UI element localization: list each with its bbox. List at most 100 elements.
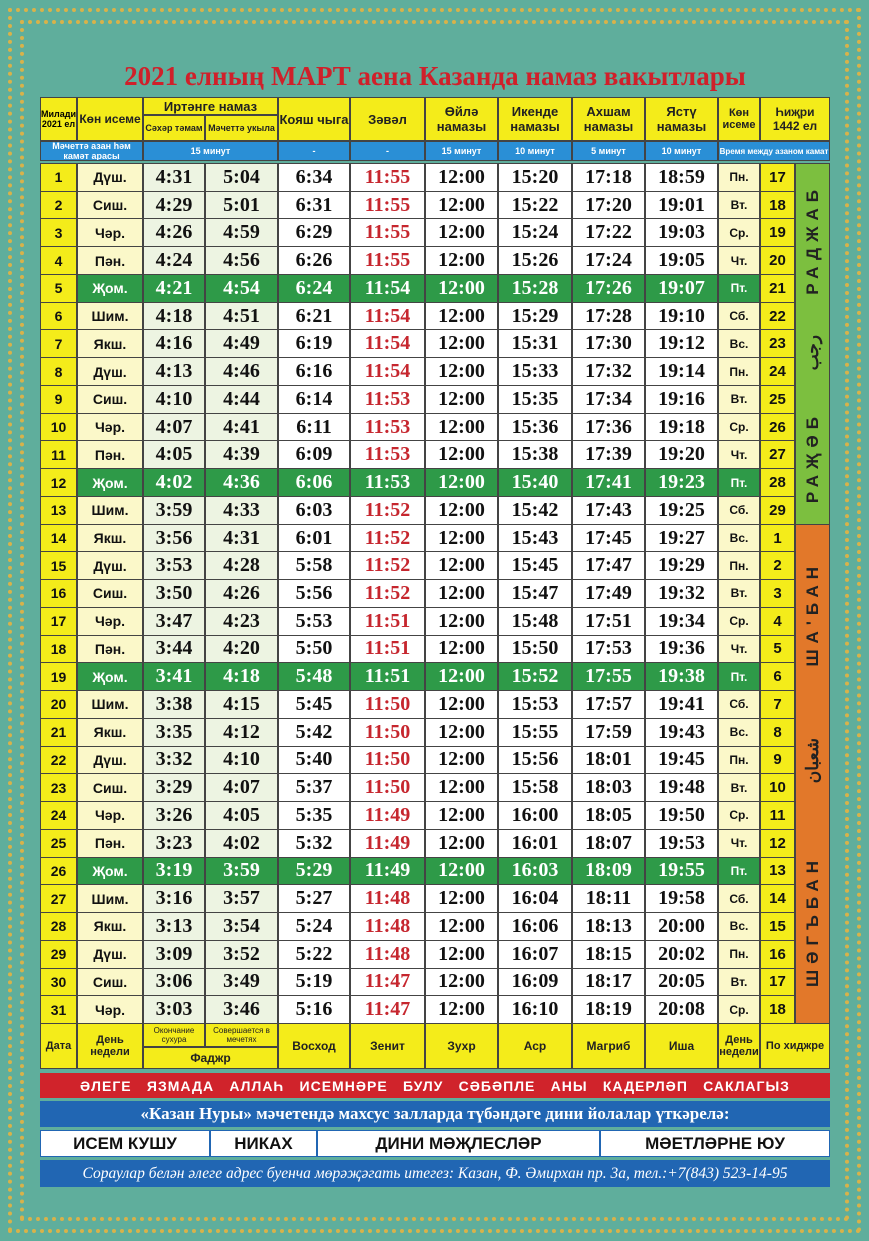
table-cell: 5:56 (278, 579, 350, 608)
table-cell: Дүш. (77, 551, 143, 581)
table-cell: Ср. (718, 412, 760, 442)
table-cell: 18:03 (572, 773, 645, 803)
warning-word: ИСЕМНӘРЕ (299, 1077, 388, 1094)
table-cell: 15:38 (498, 440, 572, 470)
table-cell: 12:00 (425, 523, 498, 553)
table-cell: Сиш. (77, 190, 143, 220)
table-cell: 24 (40, 801, 77, 830)
table-cell: 14 (760, 884, 795, 914)
table-cell: 17:36 (572, 412, 645, 442)
table-cell: Чәр. (77, 995, 143, 1024)
table-cell: 15:43 (498, 523, 572, 553)
table-cell: 4:12 (205, 717, 278, 747)
table-cell: 15:55 (498, 717, 572, 747)
table-cell: 15:35 (498, 384, 572, 414)
table-cell: 4:28 (205, 551, 278, 581)
table-cell: Вс. (718, 523, 760, 553)
table-cell: 17:43 (572, 495, 645, 525)
table-cell: 3:56 (143, 523, 205, 553)
table-cell: Пн. (718, 163, 760, 192)
table-cell: 5:19 (278, 967, 350, 997)
table-cell: Пән. (77, 828, 143, 858)
footer-cell: Восход (278, 1023, 350, 1069)
table-cell: 5:32 (278, 828, 350, 858)
table-cell: 1 (40, 163, 77, 192)
table-cell: Чәр. (77, 606, 143, 636)
table-cell: 15:42 (498, 495, 572, 525)
table-cell: Пт. (718, 856, 760, 886)
table-cell: Сиш. (77, 773, 143, 803)
table-cell: 27 (40, 884, 77, 914)
table-cell: 12:00 (425, 995, 498, 1024)
table-cell: 3:41 (143, 662, 205, 692)
table-cell: 17:59 (572, 717, 645, 747)
warning-word: АНЫ (550, 1077, 588, 1094)
table-cell: 4:51 (205, 301, 278, 331)
table-cell: 12 (40, 468, 77, 497)
header-cell: Өйлә намазы (425, 97, 498, 141)
table-cell: 11:55 (350, 163, 425, 192)
table-cell: 15:29 (498, 301, 572, 331)
table-cell: 5:48 (278, 662, 350, 692)
table-cell: 28 (40, 912, 77, 941)
table-cell: 12:00 (425, 967, 498, 997)
interval-cell: 10 минут (645, 141, 718, 161)
table-cell: Пән. (77, 246, 143, 275)
table-cell: 3:03 (143, 995, 205, 1024)
table-cell: 11:55 (350, 190, 425, 220)
table-cell: 18:09 (572, 856, 645, 886)
table-cell: Ср. (718, 995, 760, 1024)
footer-cell: День недели (77, 1023, 143, 1069)
table-cell: 8 (760, 717, 795, 747)
table-cell: 18:15 (572, 939, 645, 969)
table-cell: 5:58 (278, 551, 350, 581)
frame (8, 8, 861, 1233)
table-cell: 3 (760, 579, 795, 608)
table-cell: 31 (40, 995, 77, 1024)
table-cell: 4:44 (205, 384, 278, 414)
table-cell: 6:14 (278, 384, 350, 414)
table-cell: Пт. (718, 273, 760, 303)
table-cell: 4:18 (143, 301, 205, 331)
table-cell: 4:20 (205, 634, 278, 664)
table-cell: Вс. (718, 717, 760, 747)
table-cell: 12:00 (425, 412, 498, 442)
table-cell: 4:31 (143, 163, 205, 192)
table-cell: 15:24 (498, 218, 572, 248)
table-cell: 11:52 (350, 551, 425, 581)
table-cell: 22 (40, 745, 77, 775)
footer-cell: Зенит (350, 1023, 425, 1069)
table-cell: 12:00 (425, 246, 498, 275)
table-cell: 15 (760, 912, 795, 941)
table-cell: Пн. (718, 939, 760, 969)
table-cell: 19:03 (645, 218, 718, 248)
header-cell: Һиҗри 1442 ел (760, 97, 830, 141)
table-cell: 6:01 (278, 523, 350, 553)
header-cell: Иртәнге намаз (143, 97, 278, 115)
table-cell: 4:07 (143, 412, 205, 442)
warning-word: ЯЗМАДА (146, 1077, 215, 1094)
table-cell: 27 (760, 440, 795, 470)
table-cell: 16:09 (498, 967, 572, 997)
table-cell: 15:40 (498, 468, 572, 497)
table-cell: 5:29 (278, 856, 350, 886)
table-cell: 4:49 (205, 329, 278, 359)
table-cell: 2 (40, 190, 77, 220)
table-cell: Дүш. (77, 163, 143, 192)
table-cell: 17 (760, 163, 795, 192)
table-cell: 18 (760, 190, 795, 220)
header-cell: Зәвәл (350, 97, 425, 141)
table-cell: 6:11 (278, 412, 350, 442)
header-cell: Мәчеттә укыла (205, 115, 278, 141)
table-cell: 3:06 (143, 967, 205, 997)
table-cell: 19:45 (645, 745, 718, 775)
table-cell: 17:55 (572, 662, 645, 692)
table-cell: 19:38 (645, 662, 718, 692)
header-cell: Көн исеме (718, 97, 760, 141)
table-cell: 15 (40, 551, 77, 581)
table-cell: 7 (760, 690, 795, 719)
table-cell: 15:47 (498, 579, 572, 608)
table-cell: Пн. (718, 551, 760, 581)
table-cell: 15:20 (498, 163, 572, 192)
table-cell: 4:24 (143, 246, 205, 275)
